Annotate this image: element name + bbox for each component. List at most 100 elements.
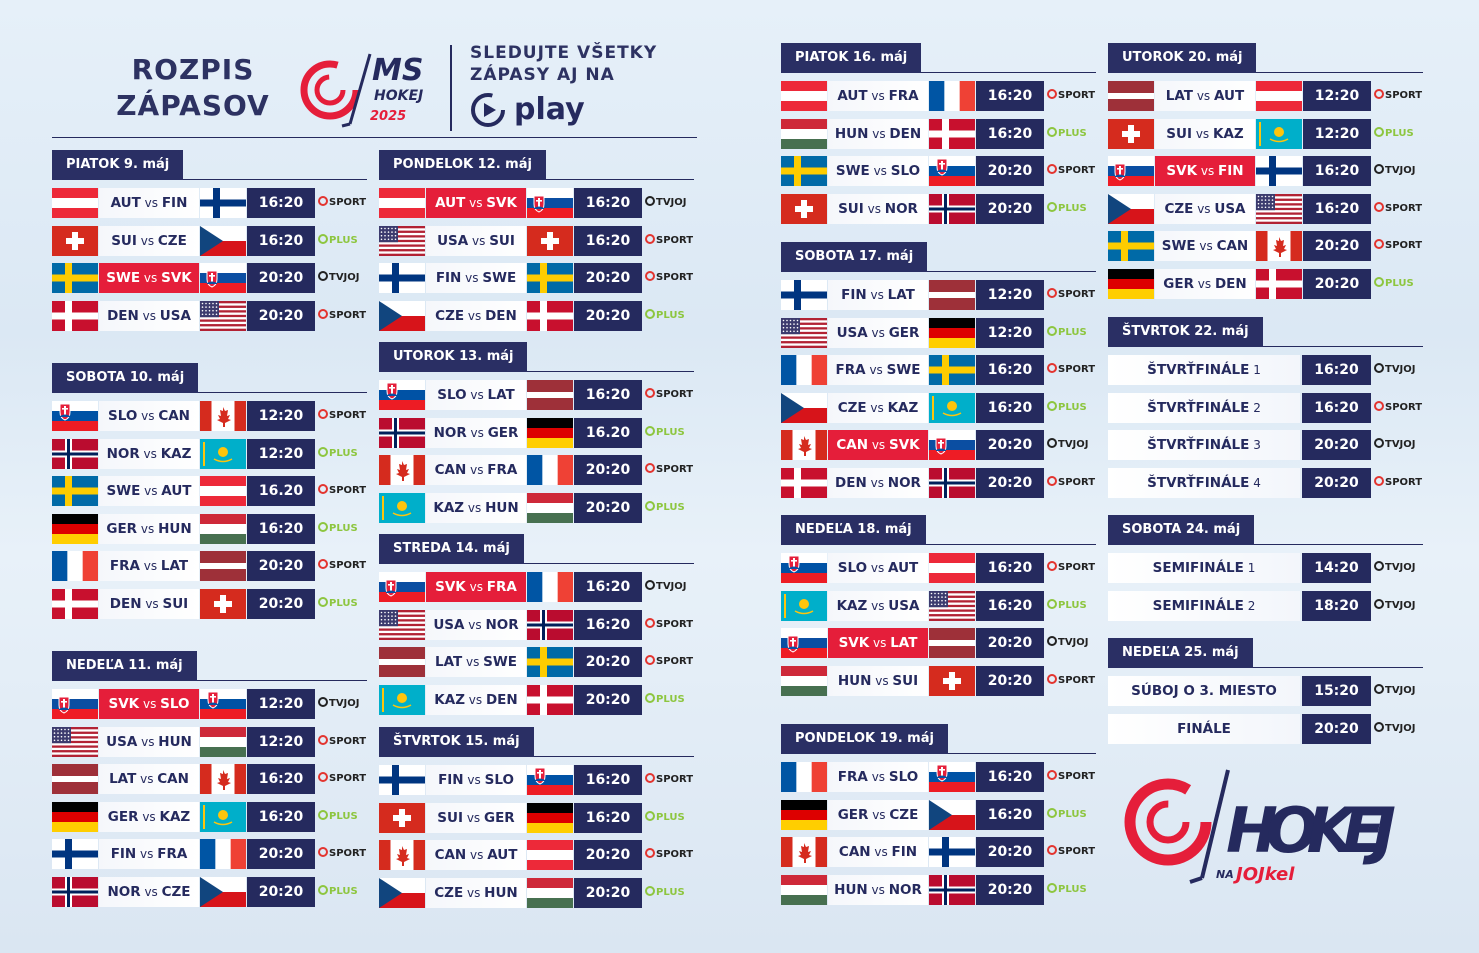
away-team: FIN	[161, 195, 188, 211]
match-teams: USA vs GER	[828, 317, 928, 348]
vs-label: vs	[1193, 89, 1214, 103]
home-team: FIN	[438, 772, 464, 788]
day-block: NEDEĽA 11. máj SVK vs SLO 12:20 TVJOJ USA vs…	[52, 651, 367, 907]
plus-channel-logo: PLUS	[645, 418, 685, 448]
channel-label: SPORT	[329, 410, 367, 421]
vs-label: vs	[867, 598, 889, 613]
vs-label: vs	[870, 845, 892, 859]
match-time: 20:20	[976, 874, 1044, 905]
match-row: FRA vs LAT 20:20 SPORT	[52, 551, 367, 581]
away-flag-icon	[929, 193, 975, 224]
day-block: ŠTVRTOK 22. máj ŠTVRŤFINÁLE 1 16:20 TVJOJ ŠT…	[1108, 317, 1423, 498]
match-row: SUI vs CZE 16:20 PLUS	[52, 225, 367, 256]
match-time: 16:20	[1302, 355, 1371, 385]
vs-label: vs	[865, 363, 887, 377]
vs-label: vs	[1195, 239, 1217, 253]
match-teams: FRA vs SLO	[828, 762, 928, 792]
vs-label: vs	[141, 596, 163, 611]
play-label: play	[514, 92, 585, 127]
home-team: GER	[107, 808, 139, 825]
match-teams: LAT vs AUT	[1155, 81, 1255, 111]
day-block: SOBOTA 10. máj SLO vs CAN 12:20 SPORT NOR vs…	[52, 363, 367, 619]
away-team: DEN	[1214, 275, 1247, 292]
match-row: SWE vs SVK 20:20 TVJOJ	[52, 263, 367, 293]
home-team: SLO	[437, 387, 467, 403]
day-header: SOBOTA 10. máj	[52, 363, 367, 393]
channel-dot-icon	[1374, 400, 1384, 411]
home-flag-icon	[1108, 193, 1154, 224]
home-flag-icon	[52, 764, 98, 794]
channel-dot-icon	[1374, 201, 1384, 212]
home-flag-icon	[379, 380, 425, 410]
channel-label: SPORT	[1058, 562, 1096, 573]
plus-channel-logo: PLUS	[1374, 269, 1414, 299]
away-flag-icon	[527, 572, 573, 602]
away-team: FRA	[486, 579, 517, 595]
home-flag-icon	[379, 572, 425, 602]
match-teams: SVK vs SLO	[99, 689, 199, 719]
match-time: 16:20	[1303, 193, 1371, 224]
match-time: 16:20	[574, 380, 642, 410]
away-team: CAN	[157, 771, 189, 787]
match-row: AUT vs FIN 16:20 SPORT	[52, 188, 367, 218]
day-label: PONDELOK 12. máj	[379, 150, 546, 180]
match-time: 12:20	[976, 280, 1044, 310]
channel-label: SPORT	[1385, 401, 1423, 413]
day-label: NEDEĽA 18. máj	[781, 515, 926, 545]
vs-label: vs	[464, 617, 486, 632]
match-time: 14:20	[1302, 553, 1371, 583]
away-team: FIN	[1218, 163, 1244, 179]
match-time: 16.20	[247, 476, 315, 506]
home-flag-icon	[52, 401, 98, 431]
match-row: LAT vs AUT 12:20 SPORT	[1108, 81, 1423, 111]
match-row: SLO vs AUT 16:20 SPORT	[781, 553, 1096, 583]
channel-dot-icon	[1047, 164, 1057, 174]
home-flag-icon	[379, 840, 425, 870]
match-time: 20:20	[574, 840, 642, 870]
home-team: SWE	[106, 483, 141, 499]
home-team: AUT	[435, 195, 466, 211]
home-flag-icon	[52, 551, 98, 581]
follow-text: SLEDUJTE VŠETKY ZÁPASY AJ NA	[470, 42, 690, 86]
channel-label: SPORT	[329, 309, 367, 321]
channel-dot-icon	[318, 734, 328, 745]
home-flag-icon	[1108, 118, 1154, 149]
vs-label: vs	[463, 773, 485, 787]
vs-label: vs	[139, 559, 161, 573]
channel-dot-icon	[645, 271, 655, 281]
home-team: SUI	[838, 200, 864, 217]
match-row: USA vs SUI 16:20 SPORT	[379, 225, 694, 256]
home-flag-icon	[781, 156, 827, 186]
vs-label: vs	[137, 734, 159, 749]
match-row: CZE vs DEN 20:20 PLUS	[379, 300, 694, 331]
channel-label: PLUS	[1058, 808, 1087, 820]
tvjoj-channel-logo: TVJOJ	[318, 689, 360, 719]
poster-title: ROZPIS ZÁPASOV	[104, 52, 282, 124]
match-time: 20:20	[247, 300, 315, 331]
match-time: 20:20	[1303, 268, 1371, 299]
away-flag-icon	[1256, 268, 1302, 299]
channel-label: SPORT	[1058, 771, 1096, 782]
knockout-name: ŠTVRŤFINÁLE 1	[1108, 355, 1300, 385]
home-team: DEN	[109, 595, 142, 612]
home-flag-icon	[781, 665, 827, 696]
away-flag-icon	[527, 380, 573, 410]
away-flag-icon	[527, 188, 573, 218]
match-time: 20:20	[976, 665, 1044, 696]
match-row: GER vs DEN 20:20 PLUS	[1108, 268, 1423, 299]
channel-label: PLUS	[656, 309, 685, 321]
match-time: 12:20	[247, 726, 315, 757]
match-teams: KAZ vs USA	[828, 590, 928, 621]
away-flag-icon	[200, 876, 246, 907]
channel-label: SPORT	[1058, 165, 1096, 176]
match-teams: SVK vs LAT	[828, 628, 928, 658]
away-flag-icon	[200, 513, 246, 544]
home-team: GER	[837, 806, 869, 823]
match-row: HUN vs DEN 16:20 PLUS	[781, 118, 1096, 149]
plus-channel-logo: PLUS	[645, 878, 685, 908]
plus-channel-logo: PLUS	[1047, 875, 1087, 905]
home-flag-icon	[1108, 268, 1154, 299]
joj-play-logo: play	[470, 91, 620, 131]
home-team: CZE	[435, 307, 465, 324]
match-teams: CZE vs USA	[1155, 193, 1255, 224]
